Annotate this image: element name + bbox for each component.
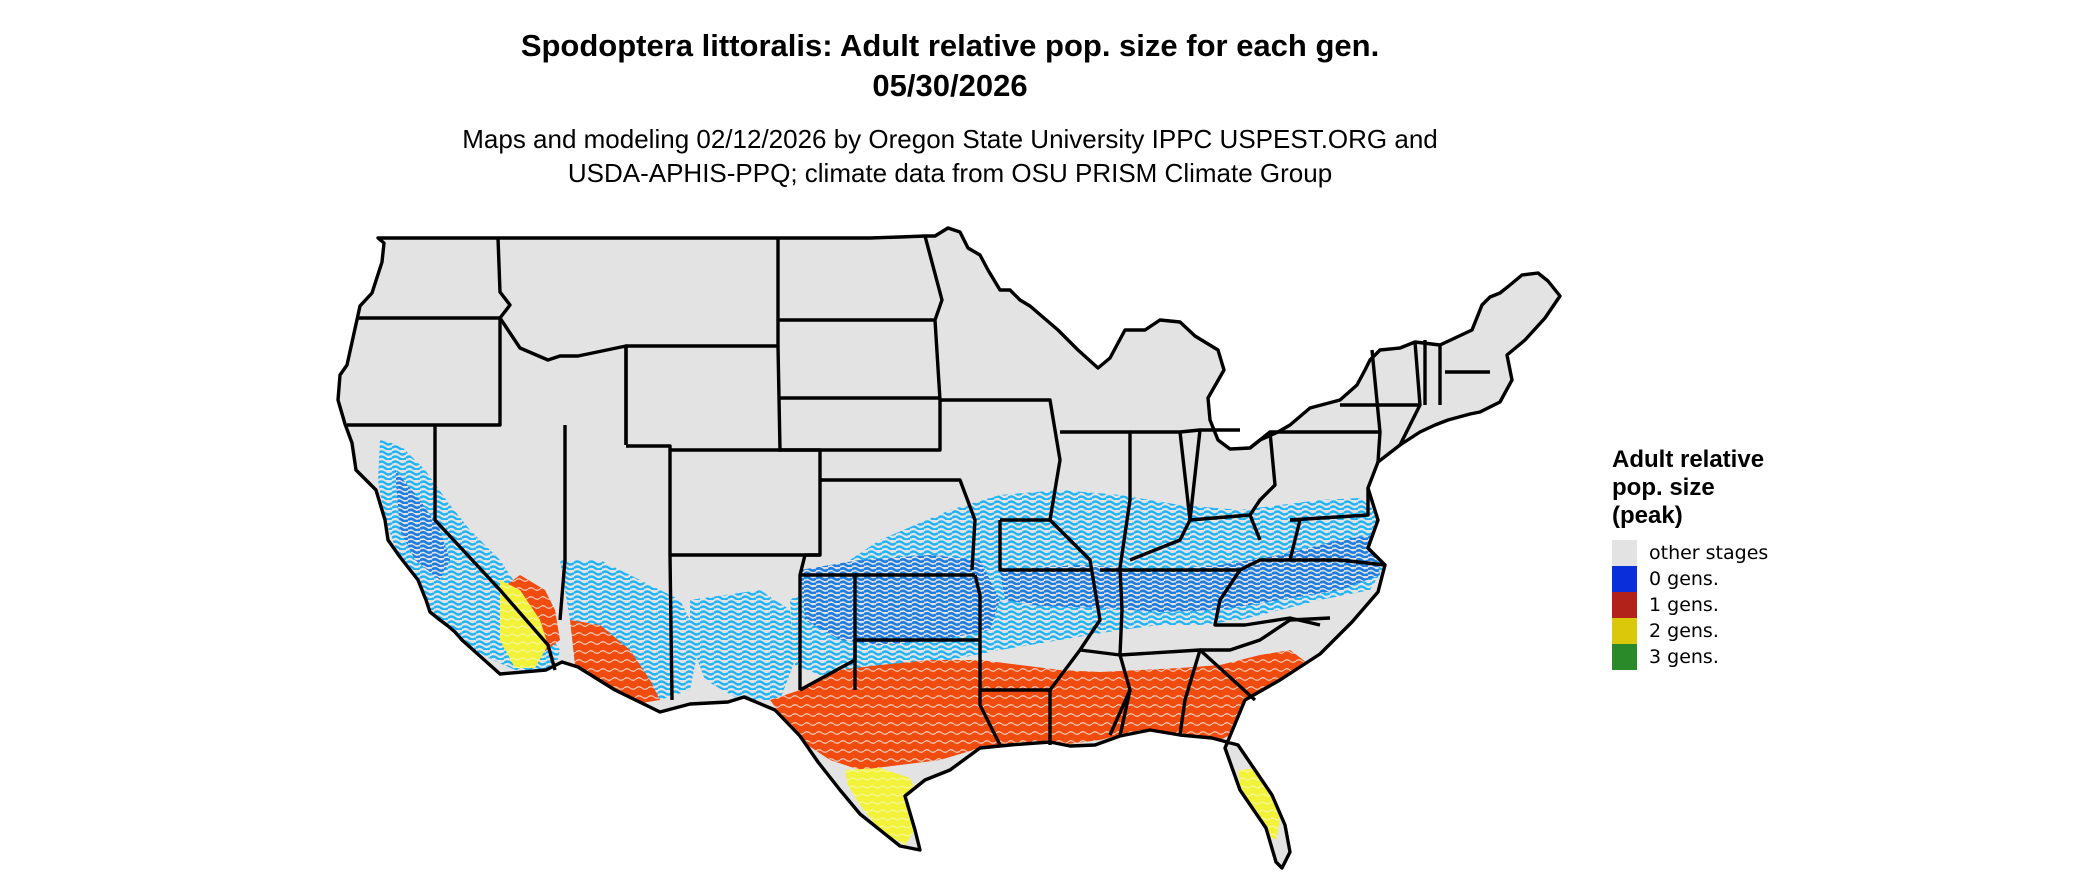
- legend-swatch: [1612, 618, 1637, 644]
- legend-swatch: [1612, 566, 1637, 592]
- legend-swatch: [1612, 592, 1637, 618]
- legend-label: 2 gens.: [1649, 620, 1719, 642]
- legend-swatch: [1612, 540, 1637, 566]
- legend-label: 3 gens.: [1649, 646, 1719, 668]
- legend-item-other-stages: other stages: [1612, 540, 1832, 566]
- legend-item-1-gens: 1 gens.: [1612, 592, 1832, 618]
- legend: Adult relative pop. size (peak) other st…: [1612, 446, 1832, 670]
- legend-label: 0 gens.: [1649, 568, 1719, 590]
- legend-item-3-gens: 3 gens.: [1612, 644, 1832, 670]
- legend-label: 1 gens.: [1649, 594, 1719, 616]
- legend-title-line-1: Adult relative: [1612, 446, 1765, 473]
- map-title: Spodoptera littoralis: Adult relative po…: [520, 28, 1380, 63]
- legend-title-line-3: (peak): [1612, 502, 1683, 529]
- legend-item-2-gens: 2 gens.: [1612, 618, 1832, 644]
- legend-label: other stages: [1649, 542, 1769, 564]
- legend-swatch: [1612, 644, 1637, 670]
- map-date: 05/30/2026: [872, 68, 1028, 103]
- state-borders: [336, 226, 1562, 870]
- map-credit-line-2: USDA-APHIS-PPQ; climate data from OSU PR…: [567, 158, 1333, 188]
- legend-title-line-2: pop. size: [1612, 474, 1715, 501]
- legend-items: other stages 0 gens. 1 gens. 2 gens. 3 g…: [1612, 540, 1832, 670]
- legend-item-0-gens: 0 gens.: [1612, 566, 1832, 592]
- legend-title: Adult relative pop. size (peak): [1612, 446, 1832, 530]
- map-credit-line-1: Maps and modeling 02/12/2026 by Oregon S…: [462, 124, 1438, 154]
